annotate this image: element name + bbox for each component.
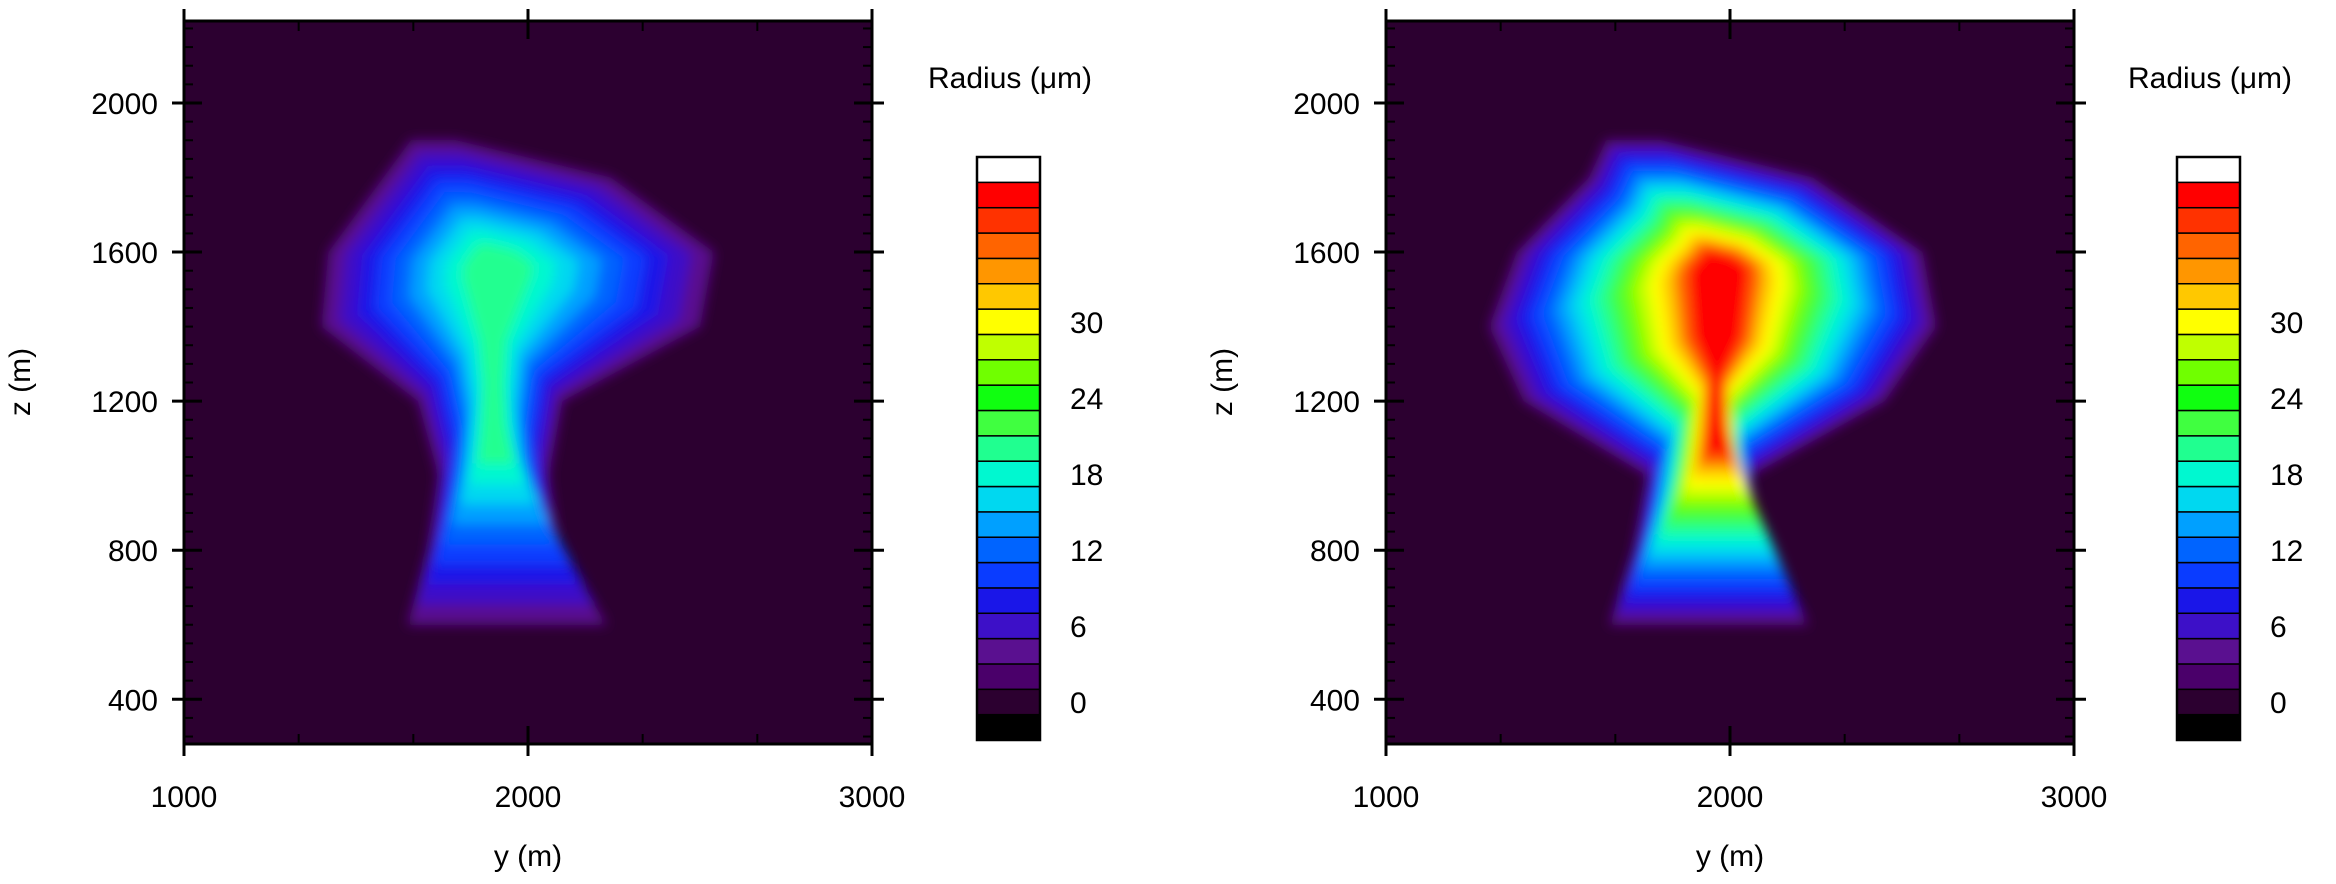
colorbar-swatch (2176, 257, 2241, 285)
x-axis-right: 1000 2000 3000 (1353, 9, 2108, 814)
colorbar-tick-label: 0 (1070, 687, 1087, 720)
colorbar-title-left: Radius (μm) (928, 62, 1092, 95)
y-tick-label: 1600 (91, 237, 158, 270)
colorbar-swatch (976, 232, 1041, 260)
y-tick-label: 2000 (1293, 88, 1360, 121)
x-axis-left: 1000 2000 3000 (151, 9, 906, 814)
panel-left: 1000 2000 3000 400 800 1200 1600 2000 y (m) z … (4, 9, 1103, 873)
colorbar-swatch (2176, 561, 2241, 589)
colorbar-swatch (976, 308, 1041, 336)
colorbar-tick-label: 6 (1070, 611, 1087, 644)
colorbar-swatch (976, 663, 1041, 691)
colorbar-swatch (2176, 460, 2241, 488)
x-axis-label-left: y (m) (494, 840, 562, 873)
colorbar-swatch (2176, 435, 2241, 462)
colorbar-swatch (2176, 333, 2241, 361)
colorbar-tick-label: 24 (1070, 383, 1103, 416)
cloud-layer (1688, 249, 1750, 455)
colorbar-tick-label: 12 (2270, 535, 2303, 568)
colorbar-swatch (2176, 511, 2241, 538)
colorbar-tick-label: 18 (2270, 459, 2303, 492)
colorbar-swatch (976, 612, 1041, 640)
colorbar-swatch (976, 713, 1041, 741)
colorbar-swatch (976, 359, 1041, 386)
x-tick-label: 3000 (839, 781, 906, 814)
colorbar-swatch (2176, 359, 2241, 386)
colorbar-swatch (976, 536, 1041, 564)
y-tick-label: 1200 (1293, 386, 1360, 419)
colorbar-swatch (976, 485, 1041, 513)
y-tick-label: 1600 (1293, 237, 1360, 270)
cloud-layer (462, 243, 534, 464)
colorbar-swatch (2176, 206, 2241, 234)
y-tick-label: 800 (108, 535, 158, 568)
colorbar-swatch (2176, 713, 2241, 741)
colorbar-swatch (976, 409, 1041, 437)
y-tick-label: 400 (108, 684, 158, 717)
colorbar-swatch (976, 561, 1041, 589)
colorbar-swatch (2176, 181, 2241, 209)
colorbar-frame (2175, 155, 2242, 742)
colorbar-tick-label: 12 (1070, 535, 1103, 568)
colorbar-swatch (976, 257, 1041, 285)
colorbar-swatch (2176, 485, 2241, 513)
colorbar-swatch (2176, 612, 2241, 640)
colorbar-swatch (2176, 156, 2241, 184)
colorbar-swatch (976, 282, 1041, 310)
y-tick-label: 1200 (91, 386, 158, 419)
colorbar-swatch (976, 688, 1041, 716)
colorbar-swatch (976, 637, 1041, 665)
colorbar-tick-label: 18 (1070, 459, 1103, 492)
colorbar-swatch (976, 460, 1041, 488)
colorbar-tick-label: 30 (2270, 307, 2303, 340)
colorbar-right: 0 6 12 18 24 30 (2175, 155, 2303, 742)
colorbar-swatch (976, 587, 1041, 615)
colorbar-swatch (976, 384, 1041, 412)
colorbar-swatch (976, 206, 1041, 234)
colorbar-swatch (2176, 587, 2241, 615)
colorbar-swatch (976, 156, 1041, 184)
x-tick-label: 2000 (495, 781, 562, 814)
colorbar-swatch (2176, 282, 2241, 310)
colorbar-tick-label: 24 (2270, 383, 2303, 416)
x-tick-label: 1000 (151, 781, 218, 814)
y-tick-label: 800 (1310, 535, 1360, 568)
colorbar-swatch (2176, 232, 2241, 260)
cloud-field-left (321, 140, 714, 625)
x-tick-label: 2000 (1697, 781, 1764, 814)
y-axis-label-left: z (m) (4, 348, 37, 416)
y-tick-label: 2000 (91, 88, 158, 121)
colorbar-swatch (2176, 663, 2241, 691)
colorbar-tick-label: 0 (2270, 687, 2287, 720)
cloud-field-right (1489, 140, 1937, 625)
panel-right: 1000 2000 3000 400 800 1200 1600 2000 y (m) z … (1206, 9, 2303, 873)
y-axis-left: 400 800 1200 1600 2000 (91, 27, 884, 738)
colorbar-left: 0 6 12 18 24 30 (975, 155, 1103, 742)
x-axis-label-right: y (m) (1696, 840, 1764, 873)
y-tick-label: 400 (1310, 684, 1360, 717)
colorbar-swatch (2176, 688, 2241, 716)
colorbar-tick-label: 6 (2270, 611, 2287, 644)
colorbar-tick-label: 30 (1070, 307, 1103, 340)
colorbar-title-right: Radius (μm) (2128, 62, 2292, 95)
colorbar-swatch (2176, 384, 2241, 412)
x-tick-label: 1000 (1353, 781, 1420, 814)
y-axis-label-right: z (m) (1206, 348, 1239, 416)
colorbar-swatch (976, 333, 1041, 361)
colorbar-swatch (976, 511, 1041, 538)
colorbar-frame (975, 155, 1042, 742)
colorbar-swatch (2176, 409, 2241, 437)
colorbar-swatch (2176, 536, 2241, 564)
x-tick-label: 3000 (2041, 781, 2108, 814)
colorbar-swatch (2176, 637, 2241, 665)
colorbar-swatch (2176, 308, 2241, 336)
y-axis-right: 400 800 1200 1600 2000 (1293, 27, 2086, 738)
colorbar-swatch (976, 435, 1041, 462)
colorbar-swatch (976, 181, 1041, 209)
